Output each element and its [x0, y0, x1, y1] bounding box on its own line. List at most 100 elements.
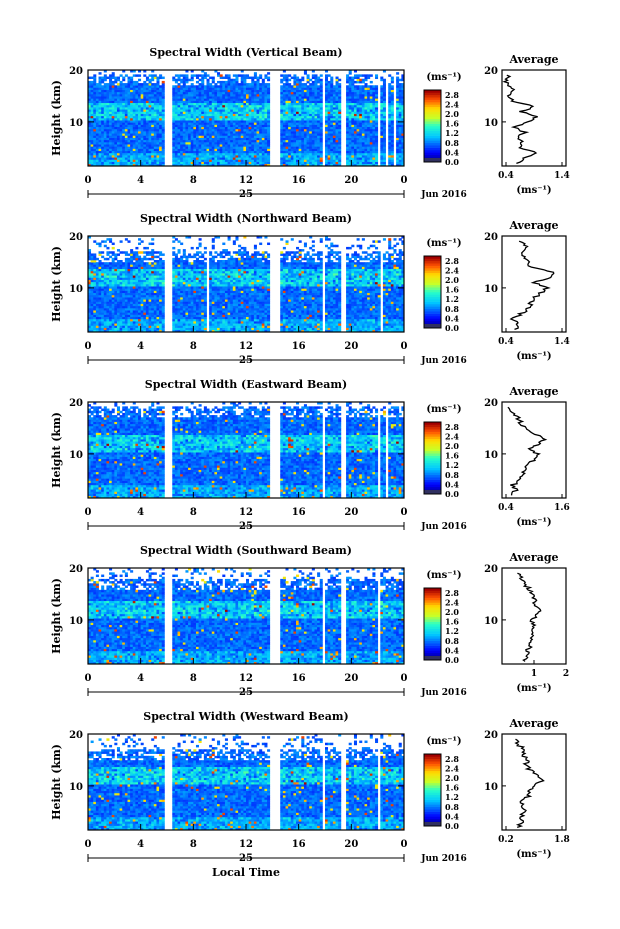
heatmap-cell: [98, 284, 102, 287]
heatmap-cell: [361, 122, 365, 125]
heatmap-cell: [198, 150, 202, 154]
heatmap-cell: [93, 83, 97, 86]
heatmap-cell: [185, 80, 189, 84]
heatmap-cell: [325, 131, 329, 134]
heatmap-cell: [303, 89, 307, 93]
heatmap-cell: [124, 310, 128, 313]
heatmap-cell: [103, 312, 107, 315]
heatmap-cell: [159, 118, 163, 121]
heatmap-cell: [90, 275, 94, 278]
heatmap-cell: [116, 288, 120, 291]
heatmap-cell: [317, 122, 321, 125]
heatmap-cell: [348, 137, 352, 141]
heatmap-cell: [98, 323, 102, 326]
heatmap-cell: [116, 279, 120, 283]
heatmap-cell: [224, 109, 228, 112]
heatmap-cell: [251, 98, 255, 101]
heatmap-cell: [180, 91, 184, 95]
heatmap-cell: [203, 76, 207, 80]
heatmap-cell: [106, 279, 110, 283]
heatmap-cell: [101, 94, 105, 97]
heatmap-cell: [145, 96, 149, 99]
heatmap-cell: [227, 107, 231, 110]
heatmap-cell: [351, 159, 355, 162]
heatmap-cell: [193, 128, 197, 132]
heatmap-cell: [132, 115, 136, 119]
heatmap-cell: [267, 131, 271, 134]
heatmap-cell: [261, 107, 265, 110]
heatmap-cell: [356, 126, 360, 130]
heatmap-cell: [246, 126, 250, 130]
heatmap-cell: [98, 292, 102, 296]
heatmap-cell: [285, 152, 289, 156]
heatmap-cell: [311, 115, 315, 119]
heatmap-cell: [288, 133, 292, 136]
heatmap-cell: [114, 281, 118, 285]
heatmap-cell: [311, 135, 315, 138]
heatmap-cell: [148, 89, 152, 93]
heatmap-cell: [367, 91, 371, 95]
heatmap-cell: [114, 131, 118, 134]
heatmap-cell: [330, 109, 334, 112]
heatmap-cell: [356, 104, 360, 108]
heatmap-cell: [285, 131, 289, 134]
heatmap-cell: [101, 96, 105, 99]
heatmap-cell: [332, 115, 336, 119]
heatmap-cell: [153, 76, 157, 80]
heatmap-cell: [145, 118, 149, 121]
heatmap-cell: [311, 70, 315, 73]
heatmap-cell: [264, 135, 268, 138]
heatmap-cell: [382, 139, 386, 143]
heatmap-cell: [127, 124, 131, 128]
heatmap-cell: [111, 128, 115, 132]
heatmap-cell: [353, 155, 357, 158]
heatmap-cell: [101, 85, 105, 88]
heatmap-cell: [251, 157, 255, 160]
heatmap-cell: [95, 91, 99, 95]
heatmap-cell: [390, 94, 394, 97]
heatmap-cell: [98, 163, 102, 167]
heatmap-cell: [396, 87, 400, 90]
heatmap-cell: [314, 115, 318, 119]
heatmap-cell: [301, 96, 305, 99]
heatmap-cell: [256, 83, 260, 86]
heatmap-cell: [372, 137, 376, 141]
heatmap-cell: [101, 146, 105, 149]
heatmap-cell: [109, 314, 113, 318]
heatmap-cell: [238, 163, 242, 167]
heatmap-cell: [156, 96, 160, 99]
heatmap-cell: [145, 104, 149, 108]
heatmap-cell: [264, 120, 268, 123]
heatmap-cell: [364, 76, 368, 80]
heatmap-cell: [148, 139, 152, 143]
heatmap-cell: [235, 78, 239, 82]
heatmap-cell: [153, 159, 157, 162]
heatmap-cell: [325, 89, 329, 93]
heatmap-cell: [214, 142, 218, 145]
heatmap-cell: [285, 137, 289, 141]
heatmap-cell: [367, 133, 371, 136]
heatmap-cell: [240, 96, 244, 99]
heatmap-cell: [159, 89, 163, 93]
heatmap-cell: [106, 98, 110, 101]
heatmap-cell: [88, 257, 92, 261]
heatmap-cell: [195, 150, 199, 154]
colorbar-segment: [424, 102, 441, 105]
heatmap-cell: [364, 126, 368, 130]
heatmap-cell: [372, 109, 376, 112]
heatmap-cell: [251, 89, 255, 93]
heatmap-cell: [359, 107, 363, 110]
heatmap-cell: [138, 124, 142, 128]
heatmap-cell: [159, 115, 163, 119]
heatmap-cell: [98, 76, 102, 80]
heatmap-cell: [124, 85, 128, 88]
heatmap-cell: [314, 135, 318, 138]
heatmap-cell: [401, 113, 405, 117]
heatmap-cell: [93, 155, 97, 158]
heatmap-cell: [206, 104, 210, 108]
heatmap-cell: [338, 109, 342, 112]
heatmap-cell: [140, 152, 144, 156]
heatmap-cell: [367, 155, 371, 158]
heatmap-cell: [338, 155, 342, 158]
heatmap-cell: [264, 107, 268, 110]
